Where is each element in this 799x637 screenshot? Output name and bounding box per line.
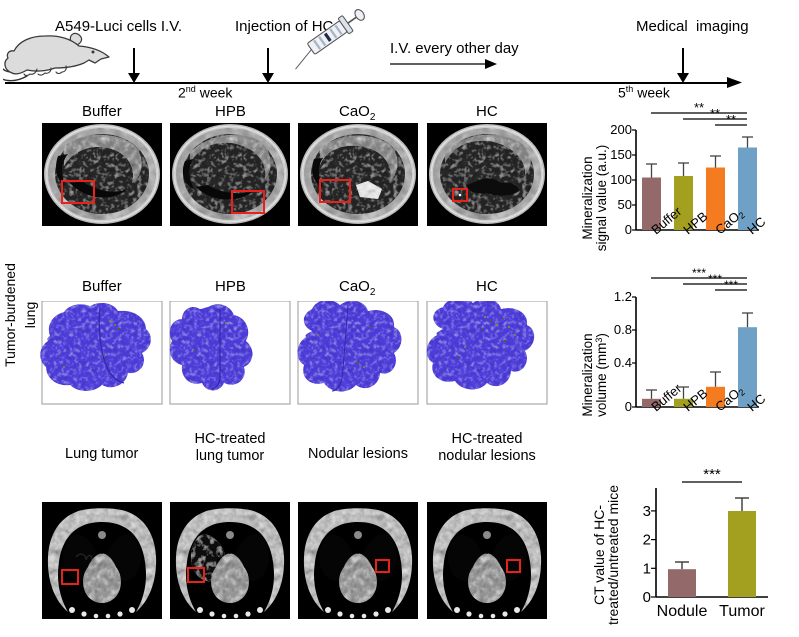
svg-text:Mineralization: Mineralization xyxy=(580,333,595,416)
svg-text:***: *** xyxy=(724,278,738,292)
svg-text:**: ** xyxy=(694,103,704,115)
svg-text:0.4: 0.4 xyxy=(614,355,632,370)
svg-text:Mineralization: Mineralization xyxy=(580,156,595,239)
svg-text:0: 0 xyxy=(625,222,632,237)
svg-text:Tumor: Tumor xyxy=(719,603,765,620)
svg-text:1.2: 1.2 xyxy=(614,289,632,304)
svg-text:HPB: HPB xyxy=(680,386,710,415)
svg-text:1: 1 xyxy=(643,560,651,577)
svg-text:***: *** xyxy=(692,266,706,280)
svg-text:**: ** xyxy=(726,112,736,127)
svg-text:Nodule: Nodule xyxy=(657,603,708,620)
svg-text:0.8: 0.8 xyxy=(614,322,632,337)
svg-text:100: 100 xyxy=(610,172,632,187)
svg-text:3: 3 xyxy=(643,503,651,520)
svg-text:2: 2 xyxy=(643,532,651,549)
svg-text:signal value (a.u.): signal value (a.u.) xyxy=(594,145,609,252)
svg-text:**: ** xyxy=(710,106,720,121)
svg-text:***: *** xyxy=(708,272,722,286)
svg-text:treated/untreated mice: treated/untreated mice xyxy=(605,485,621,625)
svg-text:***: *** xyxy=(703,466,721,483)
svg-text:50: 50 xyxy=(618,197,632,212)
svg-text:0: 0 xyxy=(625,399,632,414)
svg-text:150: 150 xyxy=(610,147,632,162)
svg-text:0: 0 xyxy=(643,589,651,606)
svg-text:200: 200 xyxy=(610,122,632,137)
svg-text:Buffer: Buffer xyxy=(648,380,685,414)
svg-text:volume (mm3): volume (mm3) xyxy=(594,333,609,417)
